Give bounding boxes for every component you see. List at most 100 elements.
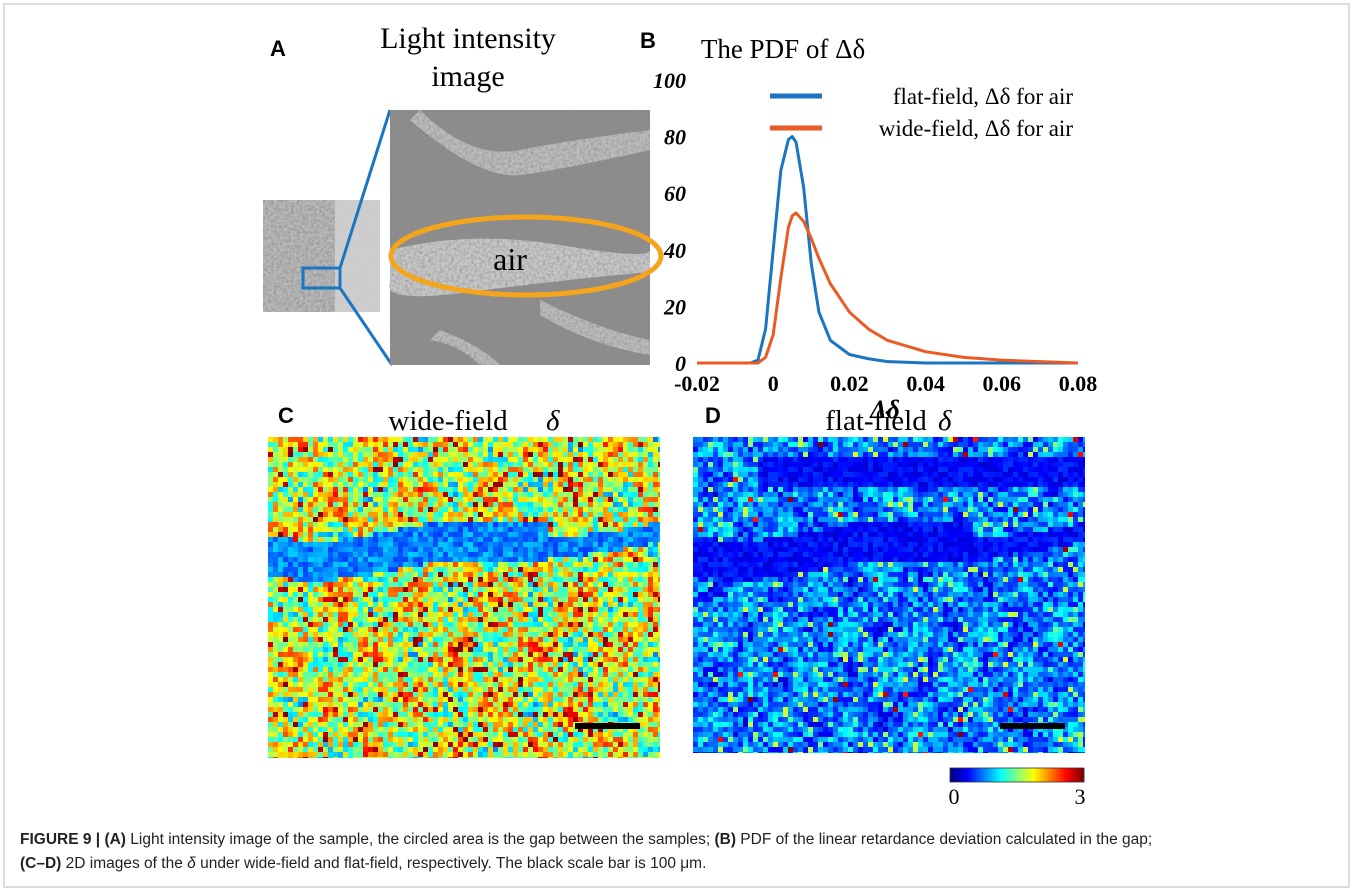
colorbar-step [1066,768,1068,782]
caption-tag: (C–D) [20,855,61,872]
colorbar-step [1042,768,1044,782]
colorbar-step [978,768,980,782]
caption-figure: FIGURE 9 | [20,831,100,848]
colorbar-step [1036,768,1038,782]
colorbar-step [1054,768,1056,782]
x-tick-label: 0.06 [983,371,1022,396]
scale-bar [1000,723,1065,729]
legend-label: flat-field, Δδ for air [893,84,1074,109]
colorbar-label: 3 [1075,784,1086,809]
colorbar-step [976,768,978,782]
y-tick-label: 20 [663,294,686,319]
colorbar-step [1000,768,1002,782]
x-tick-label: 0 [768,371,779,396]
panel-symbol: δ [938,405,952,437]
colorbar-step [1012,768,1014,782]
colorbar-step [1048,768,1050,782]
x-tick-label: 0.08 [1059,371,1098,396]
colorbar-step [984,768,986,782]
colorbar-step [962,768,964,782]
figure-caption: FIGURE 9 | (A) Light intensity image of … [20,828,1330,876]
chart-title: The PDF of Δδ [701,34,865,64]
colorbar-step [1024,768,1026,782]
colorbar-step [1064,768,1066,782]
colorbar-step [1022,768,1024,782]
colorbar-step [1016,768,1018,782]
panel-title: wide-field [388,405,508,437]
heatmap-image [268,437,663,762]
x-tick-label: 0.02 [830,371,869,396]
panel-label: A [270,36,286,61]
colorbar-step [1014,768,1016,782]
y-tick-label: 80 [664,125,686,150]
colorbar-step [992,768,994,782]
colorbar-step [988,768,990,782]
panel-label: D [705,403,721,428]
thumbnail-image [263,200,380,312]
colorbar-step [970,768,972,782]
colorbar-step [1050,768,1052,782]
panel-symbol: δ [546,405,560,437]
colorbar-step [1032,768,1034,782]
colorbar-label: 0 [949,784,960,809]
colorbar-step [958,768,960,782]
colorbar-step [996,768,998,782]
colorbar-step [1062,768,1064,782]
panel-title: image [431,60,504,93]
panel-label: B [640,28,656,53]
colorbar-step [986,768,988,782]
caption-tag: (A) [104,831,126,848]
panel-title: flat-field [825,405,927,437]
colorbar-step [1020,768,1022,782]
heatmap-image [693,437,1088,757]
colorbar-step [1028,768,1030,782]
colorbar-step [1070,768,1072,782]
colorbar-step [1030,768,1032,782]
y-tick-label: 0 [675,351,686,376]
legend-label: wide-field, Δδ for air [879,116,1074,141]
colorbar-step [1060,768,1062,782]
panel-label: C [278,403,294,428]
annotation: air [493,241,527,277]
line-chart: -0.0200.020.040.060.08020406080100flat-f… [653,68,1097,396]
colorbar-step [1026,768,1028,782]
colorbar-step [964,768,966,782]
colorbar-step [990,768,992,782]
colorbar-step [1080,768,1082,782]
colorbar-step [956,768,958,782]
colorbar-step [1076,768,1078,782]
data-line [697,137,1078,363]
colorbar-step [1010,768,1012,782]
caption-symbol: δ [187,855,196,872]
y-tick-label: 100 [653,68,686,93]
colorbar-step [1004,768,1006,782]
y-tick-label: 60 [664,181,686,206]
caption-text: 2D images of the [61,855,187,872]
colorbar-step [1072,768,1074,782]
colorbar-step [1006,768,1008,782]
caption-tag: (B) [714,831,736,848]
x-tick-label: 0.04 [906,371,945,396]
colorbar-step [1078,768,1080,782]
colorbar-step [966,768,968,782]
colorbar-step [1058,768,1060,782]
caption-text: under wide-field and flat-field, respect… [196,855,707,872]
colorbar-step [1046,768,1048,782]
scale-bar [575,723,640,729]
colorbar-step [982,768,984,782]
caption-text: Light intensity image of the sample, the… [126,831,714,848]
colorbar-step [960,768,962,782]
data-line [697,213,1078,363]
y-tick-label: 40 [663,238,686,263]
colorbar-step [1068,768,1070,782]
zoomed-image [389,110,650,365]
colorbar-step [980,768,982,782]
colorbar-step [972,768,974,782]
colorbar-step [1038,768,1040,782]
caption-text: PDF of the linear retardance deviation c… [736,831,1152,848]
colorbar-step [954,768,956,782]
colorbar-step [1044,768,1046,782]
colorbar-step [1052,768,1054,782]
